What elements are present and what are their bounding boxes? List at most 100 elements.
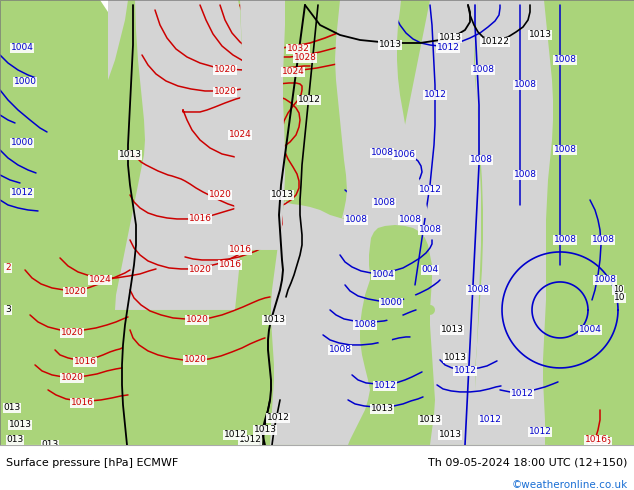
Text: 1012: 1012 [418,186,441,195]
Text: 1012: 1012 [373,381,396,391]
Text: 1020: 1020 [188,266,211,274]
Text: 1006: 1006 [392,150,415,159]
Text: 1012: 1012 [297,96,320,104]
Polygon shape [387,310,403,326]
Text: 10: 10 [614,294,626,302]
Text: 1020: 1020 [184,355,207,365]
Text: Th 09-05-2024 18:00 UTC (12+150): Th 09-05-2024 18:00 UTC (12+150) [429,458,628,468]
Polygon shape [160,0,634,445]
Text: 1020: 1020 [186,316,209,324]
Text: ©weatheronline.co.uk: ©weatheronline.co.uk [512,480,628,490]
Text: 1008: 1008 [354,320,377,329]
Text: 1012: 1012 [453,367,476,375]
Text: 1008: 1008 [593,275,616,285]
Text: 1013: 1013 [439,430,462,440]
Text: 1028: 1028 [294,53,316,63]
Text: 1012: 1012 [11,189,34,197]
Text: 1020: 1020 [209,191,231,199]
Polygon shape [404,292,416,304]
Text: 1020: 1020 [61,328,84,338]
Text: 1008: 1008 [553,146,576,154]
Text: 1012: 1012 [479,416,501,424]
Text: 1008: 1008 [370,148,394,157]
Text: 013: 013 [6,436,23,444]
Text: 1024: 1024 [281,68,304,76]
Text: 1008: 1008 [514,80,536,90]
Text: 1013: 1013 [441,325,463,335]
Text: 1024: 1024 [89,275,112,285]
Text: 1008: 1008 [344,216,368,224]
Text: 1008: 1008 [514,171,536,179]
Text: 1016: 1016 [70,398,93,407]
Text: 10: 10 [612,286,623,294]
Polygon shape [425,305,435,315]
Text: 1012: 1012 [510,390,533,398]
Text: 1000: 1000 [380,298,403,307]
Text: 2: 2 [5,264,11,272]
Text: 1013: 1013 [370,404,394,414]
Text: 3: 3 [5,305,11,315]
Polygon shape [115,0,244,310]
Text: 004: 004 [422,266,439,274]
Text: 1013: 1013 [271,191,294,199]
Text: 1012: 1012 [424,91,446,99]
Text: 1008: 1008 [472,66,495,74]
Text: 1008: 1008 [418,225,441,234]
Polygon shape [402,344,414,356]
Text: 1016: 1016 [74,357,96,367]
Polygon shape [0,0,210,445]
Text: 1013: 1013 [529,30,552,40]
Polygon shape [475,0,553,445]
Text: 1008: 1008 [373,198,396,207]
Text: 1008: 1008 [553,55,576,65]
Text: 1012: 1012 [266,414,290,422]
Text: 1012: 1012 [486,38,510,47]
Text: 1000: 1000 [13,77,37,87]
Polygon shape [108,0,292,445]
Text: 1013: 1013 [378,41,401,49]
Text: 1013: 1013 [119,150,141,159]
Text: 1004: 1004 [372,270,394,279]
Text: 1008: 1008 [328,345,351,354]
Text: 1008: 1008 [467,286,489,294]
Text: Surface pressure [hPa] ECMWF: Surface pressure [hPa] ECMWF [6,458,179,468]
Text: 1012: 1012 [437,44,460,52]
Text: 1016: 1016 [219,261,242,270]
Text: 1020: 1020 [214,66,236,74]
Text: 1020: 1020 [61,373,84,382]
Polygon shape [348,225,435,445]
Polygon shape [108,0,128,80]
Polygon shape [270,0,481,445]
Text: 1020: 1020 [63,288,86,296]
Text: 1013: 1013 [439,33,462,43]
Text: 1012: 1012 [224,430,247,440]
Text: 1004: 1004 [579,325,602,335]
Text: 1013: 1013 [418,416,441,424]
Text: 013: 013 [41,441,58,449]
Text: 1016: 1016 [228,245,252,254]
Text: 1000: 1000 [11,139,34,147]
Text: 1013: 1013 [254,425,276,435]
Text: 1004: 1004 [11,44,34,52]
Text: 1016: 1016 [588,438,612,446]
Text: 013: 013 [3,403,21,413]
Text: 1008: 1008 [470,155,493,165]
Text: 1013: 1013 [262,316,285,324]
Text: 1020: 1020 [214,88,236,97]
Polygon shape [335,0,430,218]
Text: 1008: 1008 [399,216,422,224]
Polygon shape [370,355,380,365]
Text: 1008: 1008 [592,236,614,245]
Polygon shape [378,333,392,347]
Text: 1016: 1016 [188,215,212,223]
Text: 1012: 1012 [238,436,261,444]
Text: 1032: 1032 [287,45,309,53]
Text: 1013: 1013 [8,420,32,429]
Text: 1012: 1012 [529,427,552,437]
Text: 1008: 1008 [553,236,576,245]
Polygon shape [234,0,285,250]
Text: 1024: 1024 [229,130,251,140]
Polygon shape [542,0,634,445]
Text: 1016: 1016 [585,436,607,444]
Text: 1013: 1013 [444,353,467,363]
